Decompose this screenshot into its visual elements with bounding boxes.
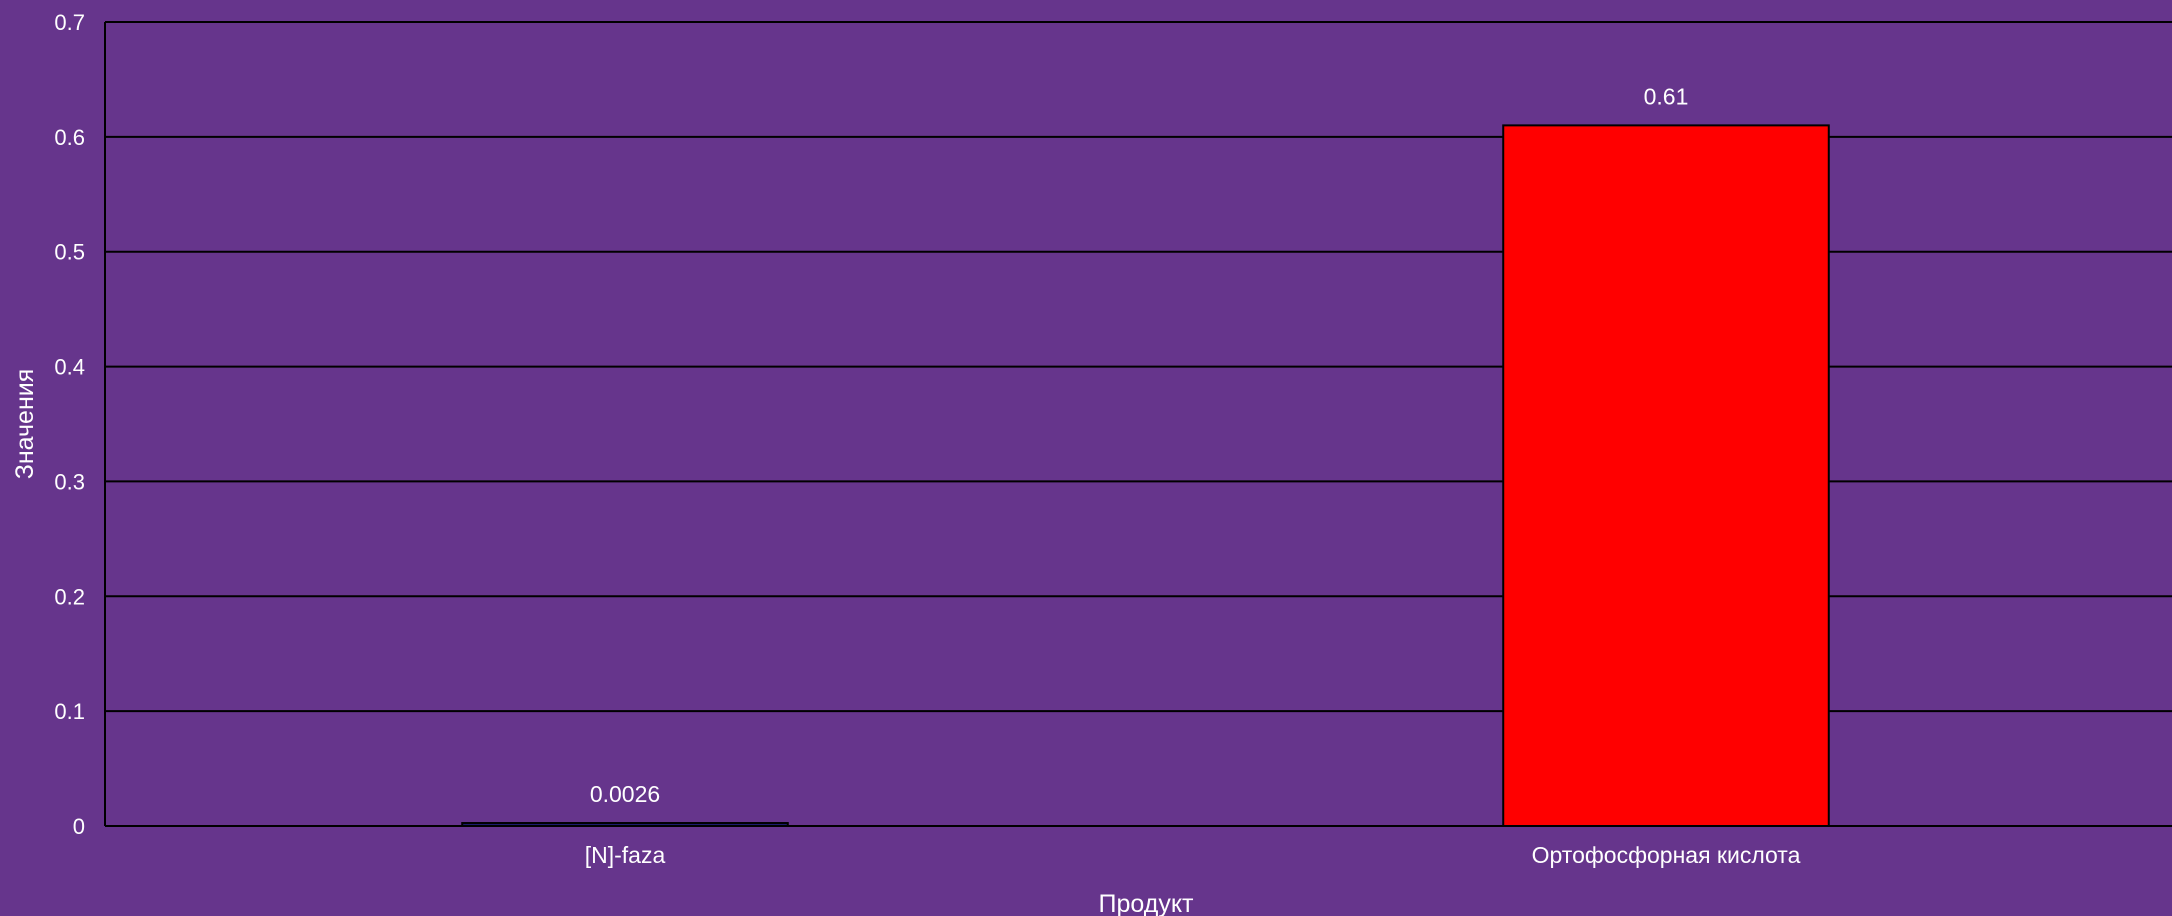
x-tick-label: Ортофосфорная кислота (1532, 842, 1801, 868)
data-label: 0.61 (1644, 83, 1689, 109)
y-tick-label: 0.2 (54, 584, 85, 609)
y-tick-label: 0.4 (54, 355, 85, 380)
x-tick-label: [N]-faza (585, 842, 666, 868)
x-axis-categories: [N]-faza Ортофосфорная кислота (585, 842, 1801, 868)
y-tick-label: 0 (73, 814, 85, 839)
x-axis-title: Продукт (1099, 890, 1195, 916)
y-tick-label: 0.7 (54, 10, 85, 35)
y-tick-label: 0.5 (54, 240, 85, 265)
y-axis-ticks: 0 0.1 0.2 0.3 0.4 0.5 0.6 0.7 (54, 10, 85, 839)
data-label: 0.0026 (590, 781, 660, 807)
y-axis-title: Значения (11, 369, 39, 480)
y-tick-label: 0.3 (54, 469, 85, 494)
bar (1502, 124, 1830, 828)
data-labels: 0.0026 0.61 (590, 83, 1689, 807)
bars (461, 124, 1830, 828)
y-tick-label: 0.6 (54, 125, 85, 150)
y-tick-label: 0.1 (54, 699, 85, 724)
